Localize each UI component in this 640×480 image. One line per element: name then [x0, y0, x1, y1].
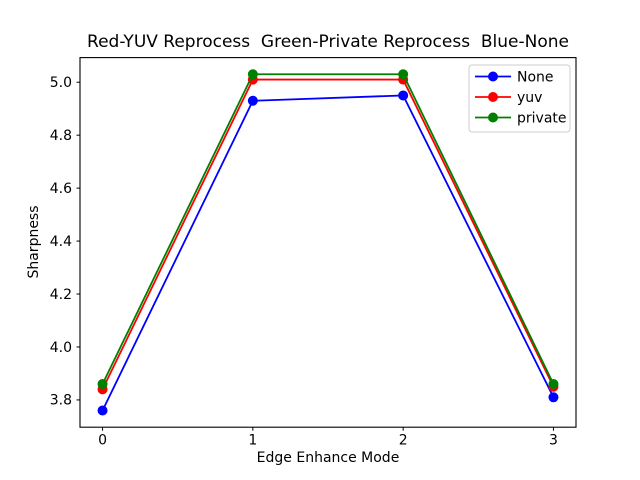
data-point	[247, 69, 258, 80]
series-line-none	[101, 94, 555, 411]
x-tick-label: 2	[399, 433, 408, 449]
axes-frame	[79, 57, 577, 428]
legend: None yuv private	[468, 64, 571, 133]
legend-marker-icon	[488, 92, 498, 102]
series-line-yuv	[101, 78, 555, 390]
data-point	[398, 90, 409, 101]
x-tick-label: 0	[98, 433, 107, 449]
data-point	[548, 379, 559, 390]
series-line-private	[101, 73, 555, 385]
x-axis-label: Edge Enhance Mode	[257, 450, 400, 466]
legend-marker-icon	[488, 71, 498, 82]
y-tick-label: 4.2	[50, 287, 72, 303]
axes-border	[79, 57, 577, 428]
y-tick-label: 3.8	[50, 393, 72, 409]
legend-label: None	[517, 69, 554, 85]
y-axis-label: Sharpness	[26, 205, 42, 278]
data-point	[548, 392, 559, 403]
chart-title: Red-YUV Reprocess Green-Private Reproces…	[87, 32, 569, 52]
data-point	[398, 69, 409, 80]
data-point	[97, 405, 108, 416]
data-point	[247, 95, 258, 106]
y-tick-label: 4.8	[50, 128, 72, 144]
y-tick-label: 4.0	[50, 340, 72, 356]
data-series	[97, 69, 559, 416]
legend-label: yuv	[517, 90, 542, 106]
legend-marker-icon	[488, 112, 498, 123]
legend-label: private	[517, 110, 567, 126]
y-tick-label: 4.4	[50, 234, 72, 250]
axis-ticks: 0 1 2 3 3.8 4.0 4.2 4.4 4.6 4.8 5.0	[50, 75, 558, 449]
x-tick-label: 3	[549, 433, 558, 449]
data-point	[97, 379, 108, 390]
y-tick-label: 4.6	[50, 181, 72, 197]
x-tick-label: 1	[248, 433, 257, 449]
y-tick-label: 5.0	[50, 75, 72, 91]
